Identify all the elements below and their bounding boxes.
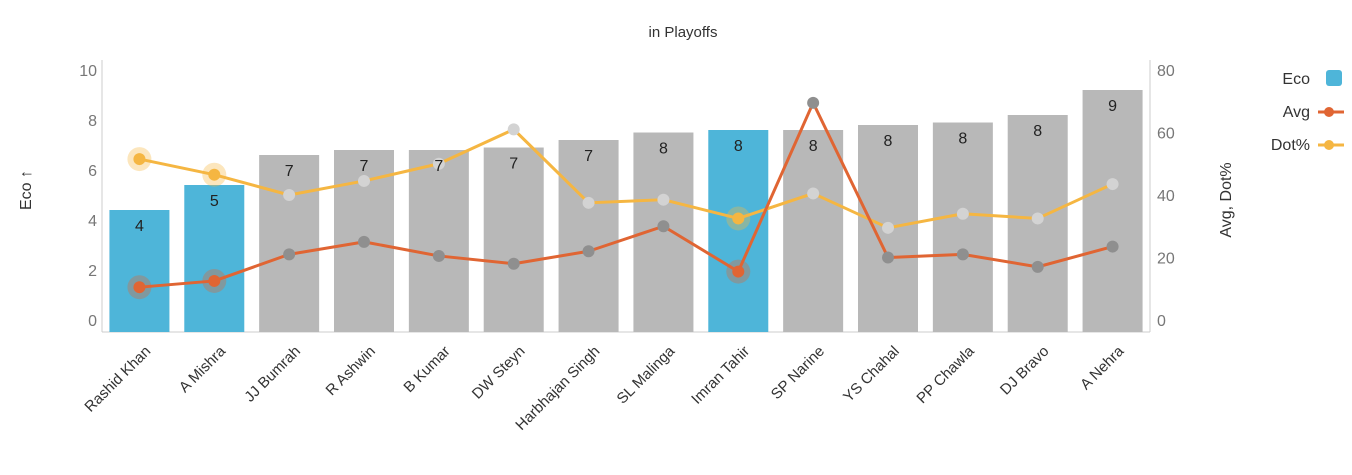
- dot-pct-marker[interactable]: [133, 153, 146, 166]
- dot-pct-marker[interactable]: [882, 221, 894, 234]
- bar-data-label: 8: [1033, 123, 1042, 140]
- avg-line: [139, 101, 1113, 289]
- bar-data-label: 7: [434, 158, 443, 175]
- bar[interactable]: [708, 130, 769, 332]
- x-tick-label: A Nehra: [1077, 342, 1128, 393]
- dot-pct-line: [139, 127, 1114, 230]
- bar[interactable]: [783, 130, 844, 332]
- dot-pct-marker[interactable]: [432, 157, 445, 170]
- legend-label-dot: Dot%: [1271, 137, 1310, 154]
- avg-marker[interactable]: [1031, 260, 1044, 273]
- x-tick-label: B Kumar: [400, 343, 453, 396]
- bar-data-label: 9: [1108, 98, 1117, 115]
- x-tick-label: PP Chawla: [913, 342, 978, 407]
- x-tick-label: A Mishra: [176, 342, 230, 396]
- x-tick-label: DW Steyn: [469, 343, 529, 403]
- legend-item-avg[interactable]: Avg: [1283, 104, 1344, 121]
- x-tick-label: SL Malinga: [614, 342, 679, 407]
- dot-pct-marker[interactable]: [582, 196, 595, 209]
- dot-pct-marker[interactable]: [956, 207, 969, 220]
- bar[interactable]: [184, 185, 245, 332]
- legend-swatch-eco: [1326, 70, 1342, 86]
- avg-marker[interactable]: [507, 257, 520, 270]
- y-tick-label: 6: [88, 163, 97, 180]
- dot-pct-marker[interactable]: [1031, 212, 1044, 225]
- x-tick-label: R Ashwin: [323, 343, 379, 399]
- legend-label-avg: Avg: [1283, 104, 1310, 121]
- avg-marker[interactable]: [1106, 240, 1119, 253]
- x-tick-label: SP Narine: [768, 343, 828, 403]
- dot-pct-marker[interactable]: [657, 193, 670, 206]
- y-tick-label: 10: [79, 63, 97, 80]
- legend-label-eco: Eco: [1282, 71, 1310, 88]
- lines-layer: [127, 96, 1119, 300]
- chart-title: in Playoffs: [649, 24, 718, 41]
- bar-data-label: 7: [360, 158, 369, 175]
- x-tick-label: Rashid Khan: [81, 343, 154, 416]
- bar-data-label: 8: [958, 131, 967, 148]
- avg-marker[interactable]: [432, 249, 445, 262]
- bar[interactable]: [932, 122, 993, 333]
- y-tick-label: 2: [88, 263, 97, 280]
- x-tick-label: JJ Bumrah: [241, 343, 304, 406]
- y2-tick-label: 60: [1157, 126, 1175, 143]
- bar-data-label: 8: [734, 138, 743, 155]
- avg-marker[interactable]: [732, 265, 745, 278]
- bar[interactable]: [408, 150, 469, 332]
- dot-pct-marker[interactable]: [1106, 178, 1119, 191]
- bars-layer: [109, 90, 1143, 333]
- dot-pct-marker[interactable]: [358, 174, 370, 187]
- avg-marker[interactable]: [208, 274, 221, 287]
- dot-pct-marker[interactable]: [732, 212, 745, 225]
- bar[interactable]: [483, 147, 544, 333]
- y-axis-label: Eco ↑: [18, 170, 35, 210]
- y-tick-label: 8: [88, 113, 97, 130]
- dot-pct-marker[interactable]: [208, 168, 221, 181]
- bar-data-label: 8: [884, 133, 893, 150]
- bar-data-label: 8: [809, 138, 818, 155]
- y2-tick-label: 40: [1157, 188, 1175, 205]
- legend-item-eco[interactable]: Eco: [1282, 70, 1342, 88]
- avg-marker[interactable]: [358, 235, 370, 248]
- bar[interactable]: [1082, 90, 1143, 332]
- bar-data-label: 7: [584, 148, 593, 165]
- bar-data-label: 8: [659, 141, 668, 158]
- bar-data-label: 7: [509, 156, 518, 173]
- legend-marker-dot: [1324, 140, 1334, 150]
- avg-marker[interactable]: [882, 251, 894, 264]
- y-tick-label: 4: [88, 213, 97, 230]
- avg-marker[interactable]: [956, 248, 969, 261]
- avg-marker[interactable]: [807, 96, 820, 109]
- y-tick-label: 0: [88, 313, 97, 330]
- legend: Eco Avg Dot%: [1271, 70, 1344, 154]
- avg-marker[interactable]: [283, 248, 296, 261]
- bar[interactable]: [109, 210, 170, 332]
- avg-marker[interactable]: [582, 245, 595, 258]
- bar-data-label: 7: [285, 163, 294, 180]
- x-tick-label: YS Chahal: [840, 343, 903, 406]
- bar[interactable]: [259, 155, 320, 332]
- y2-tick-label: 20: [1157, 251, 1175, 268]
- avg-marker[interactable]: [133, 281, 146, 294]
- y2-tick-label: 80: [1157, 63, 1175, 80]
- dot-pct-marker[interactable]: [807, 187, 820, 200]
- bar[interactable]: [558, 140, 619, 332]
- bar-data-label: 5: [210, 193, 219, 210]
- legend-marker-avg: [1324, 107, 1334, 117]
- bar-data-label: 4: [135, 218, 144, 235]
- dot-pct-marker[interactable]: [283, 189, 296, 201]
- x-tick-label: Imran Tahir: [688, 343, 753, 408]
- y2-tick-label: 0: [1157, 313, 1166, 330]
- x-tick-label: DJ Bravo: [997, 343, 1053, 399]
- avg-marker[interactable]: [657, 220, 670, 233]
- dot-pct-marker[interactable]: [507, 123, 520, 136]
- y2-axis-label: Avg, Dot%: [1218, 162, 1235, 237]
- legend-item-dot[interactable]: Dot%: [1271, 137, 1344, 154]
